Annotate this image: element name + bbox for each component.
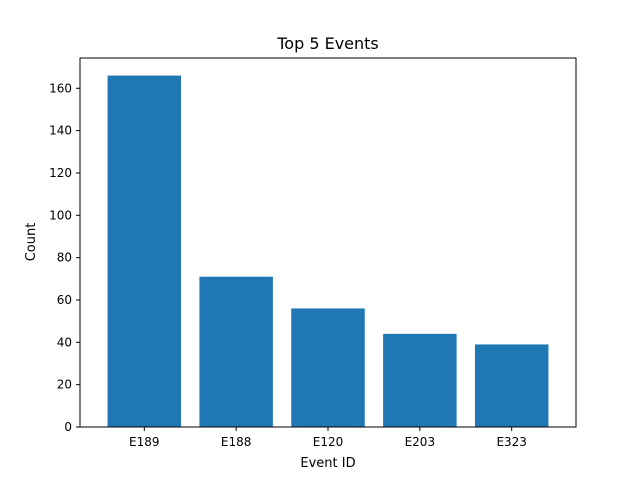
y-tick-label: 60: [57, 293, 72, 307]
bar-e189: [107, 75, 182, 428]
chart-title: Top 5 Events: [276, 34, 379, 53]
y-tick-label: 140: [49, 124, 72, 138]
x-axis-ticks: E189 E188 E120 E203 E323: [129, 427, 527, 449]
bars-group: [107, 75, 549, 428]
y-tick-label: 40: [57, 335, 72, 349]
x-axis-label: Event ID: [300, 456, 355, 471]
plot-frame: [79, 57, 577, 428]
y-axis-label: Count: [24, 223, 39, 262]
bar-e323: [474, 344, 549, 427]
bar-e188: [199, 276, 273, 427]
bar-e120: [291, 308, 365, 427]
y-tick-label: 80: [57, 251, 72, 265]
y-axis-ticks: 0 20 40 60 80 100 120 140 160: [49, 81, 80, 434]
y-tick-label: 100: [49, 208, 72, 222]
x-tick-label: E323: [496, 435, 527, 449]
x-tick-label: E188: [221, 435, 252, 449]
x-tick-label: E120: [313, 435, 344, 449]
bar-e203: [383, 333, 457, 427]
y-tick-label: 20: [57, 378, 72, 392]
x-tick-label: E203: [405, 435, 436, 449]
y-tick-label: 160: [49, 81, 72, 95]
y-tick-label: 120: [49, 166, 72, 180]
x-tick-label: E189: [129, 435, 160, 449]
y-tick-label: 0: [64, 420, 72, 434]
